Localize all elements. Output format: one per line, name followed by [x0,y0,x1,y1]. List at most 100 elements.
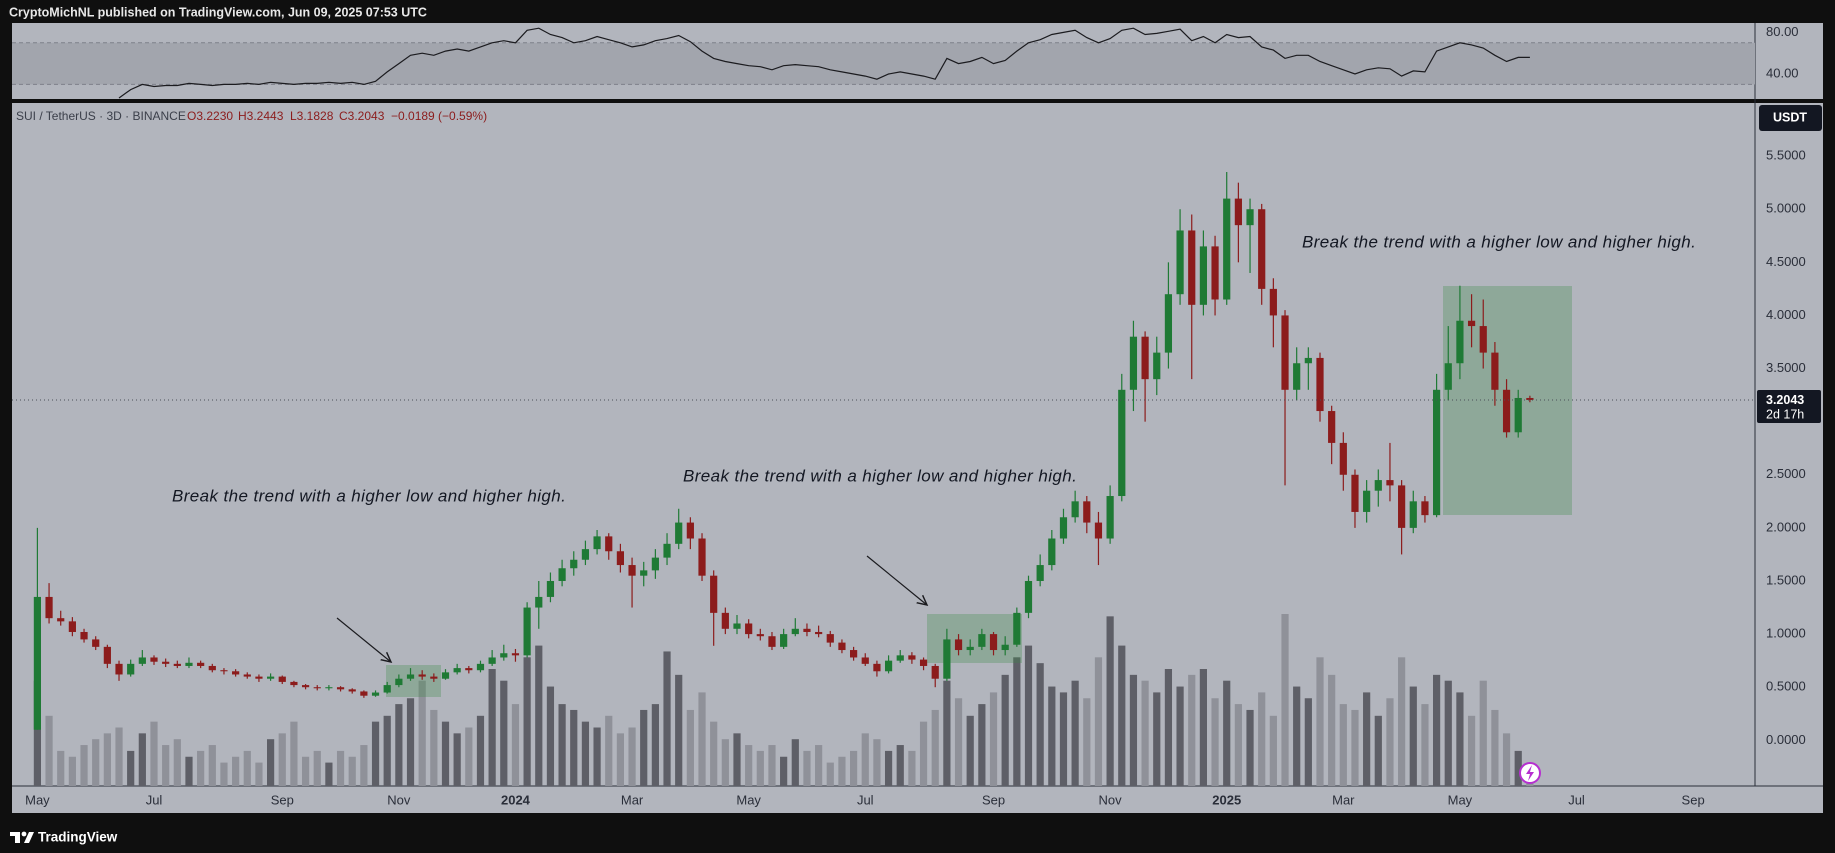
candle-body [931,665,939,679]
icon-bolt [1526,765,1534,781]
volume-bar [873,739,881,786]
currency-box[interactable] [1759,105,1822,131]
volume-bar [815,745,823,786]
volume-bar [1188,674,1196,786]
volume-bar [1118,645,1126,786]
currency-label[interactable]: USDT [1773,110,1807,124]
candle-body [1141,336,1149,380]
highlight-box [927,614,1022,663]
volume-bar [1304,698,1312,786]
candle-body [861,657,869,664]
header-text: CryptoMichNL published on TradingView.co… [9,5,427,19]
volume-bar [267,739,275,786]
candle-body [1106,496,1114,539]
volume-bar [1328,674,1336,786]
candle-body [488,657,496,664]
volume-bar [1234,704,1242,786]
countdown-label: 2d 17h [1766,407,1804,421]
volume-bar [1141,680,1149,786]
volume-bar [1351,709,1359,786]
x-tick-label: Mar [1332,792,1355,807]
candle-body [453,668,461,673]
volume-bar [1444,680,1452,786]
candle-body [1188,230,1196,305]
candle-body [92,639,100,647]
candle-body [232,671,240,675]
candle-body [1176,230,1184,295]
annotation-text: Break the trend with a higher low and hi… [1302,232,1696,251]
candle-body [33,596,41,730]
rsi-tick-label: 40.00 [1766,65,1799,80]
candle-body [278,676,286,682]
candle-body [1304,357,1312,364]
volume-bar [1281,614,1289,786]
candle-body [768,636,776,647]
candle-body [115,663,123,675]
candle-body [1246,209,1254,226]
volume-bar [791,739,799,786]
candle-body [1328,411,1336,443]
volume-bar [616,733,624,786]
candle-body [616,551,624,566]
candle-body [1467,320,1476,327]
volume-bar [1199,669,1207,786]
candle-body [103,646,111,664]
candle-layer [33,172,1534,730]
legend-value: L3.1828 [290,109,334,123]
candle-body [628,565,636,576]
x-tick-label: 2024 [501,792,531,807]
volume-bar [150,721,158,786]
volume-bar [360,745,368,786]
volume-bar [710,721,718,786]
candle-body [173,663,181,666]
candle-body [686,522,694,539]
candle-body [780,634,788,647]
x-tick-label: May [1448,792,1473,807]
volume-bar [1467,715,1476,786]
candle-body [1199,246,1207,305]
legend-value: −0.0189 (−0.59%) [391,109,487,123]
candle-body [418,674,426,677]
volume-bar [838,756,846,786]
candle-body [1316,357,1324,412]
candle-body [978,634,986,647]
candle-body [908,655,916,660]
candle-body [989,634,998,651]
arrow [336,617,391,662]
annotation-text: Break the trend with a higher low and hi… [172,486,566,505]
x-tick-label: Nov [1099,792,1123,807]
candle-body [1526,397,1534,400]
rsi-line [118,27,1530,99]
symbol-label: SUI / TetherUS · 3D · BINANCE [16,109,186,123]
replay-icon[interactable] [1519,762,1541,784]
candle-body [651,557,659,571]
candle-body [500,653,508,658]
volume-bar [103,733,111,786]
y-tick-label: 0.0000 [1766,732,1806,747]
rsi-band [12,42,1755,85]
candle-body [663,543,671,558]
volume-bar [686,709,694,786]
candle-body [1433,389,1441,516]
volume-bar [954,698,963,786]
volume-bar [1293,686,1301,786]
candle-body [1223,198,1231,300]
candle-body [220,670,228,672]
volume-bar [1456,692,1464,786]
candle-body [511,653,520,656]
candle-body [301,685,310,688]
candle-body [1059,517,1068,539]
annotation-layer [336,286,1572,697]
y-tick-label: 1.0000 [1766,626,1806,641]
volume-bar [1164,669,1173,786]
y-tick-label: 2.5000 [1766,466,1806,481]
candle-body [360,691,368,696]
candle-body [243,674,251,677]
candle-body [197,662,205,666]
candle-body [1293,363,1301,390]
volume-bar [1024,645,1033,786]
volume-bar [68,756,76,786]
volume-bar [430,709,438,786]
candle-body [896,655,904,661]
candle-body [1024,580,1033,613]
